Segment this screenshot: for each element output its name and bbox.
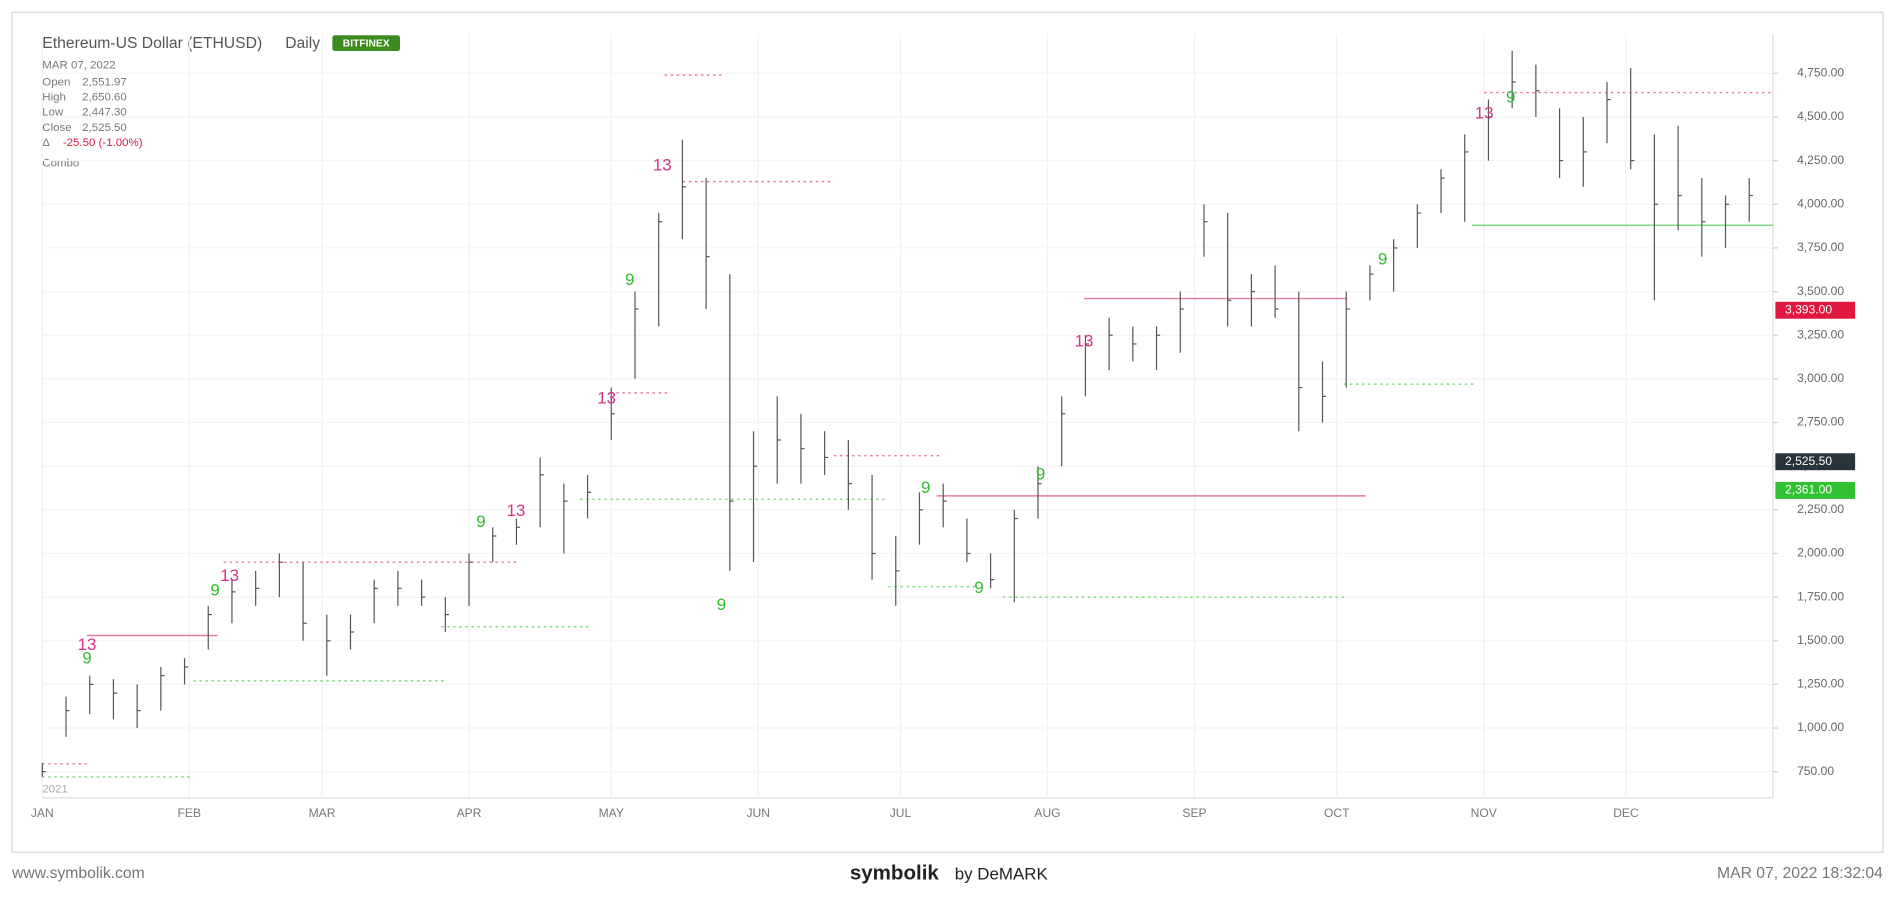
y-tick-label: 2,750.00 [1797,415,1844,429]
count-label: 13 [653,155,672,174]
count-label: 9 [1506,88,1515,107]
x-tick-label: JUL [890,806,912,820]
footer-brand: symbolik [850,861,940,884]
y-tick-label: 3,250.00 [1797,327,1844,341]
count-label: 13 [220,566,239,585]
title: Ethereum-US Dollar (ETHUSD) [42,35,262,52]
price-tag [1775,301,1856,319]
y-tick-label: 4,000.00 [1797,196,1844,210]
y-tick-label: 3,750.00 [1797,240,1844,254]
x-tick-label: FEB [178,806,202,820]
frame [11,11,1884,853]
date: MAR 07, 2022 [42,60,115,72]
study: Combo [42,157,79,169]
footer-timestamp: MAR 07, 2022 18:32:04 [1717,865,1883,882]
count-label: 9 [476,512,485,531]
info-value: 2,551.97 [82,76,127,88]
x-tick-label: NOV [1471,806,1497,820]
y-tick-label: 4,250.00 [1797,153,1844,167]
y-tick-label: 3,000.00 [1797,371,1844,385]
info-label: Close [42,122,71,134]
count-label: 13 [507,501,526,520]
count-label: 9 [210,581,219,600]
count-label: 9 [625,270,634,289]
count-label: 13 [78,635,97,654]
y-tick-label: 1,250.00 [1797,677,1844,691]
price-tag [1775,453,1856,471]
y-tick-label: 2,000.00 [1797,546,1844,560]
info-label: High [42,92,66,104]
y-tick-label: 2,250.00 [1797,502,1844,516]
x-tick-label: DEC [1613,806,1639,820]
info-label: Low [42,107,64,119]
x-tick-label: MAR [309,806,336,820]
count-label: 9 [974,578,983,597]
y-tick-label: 1,500.00 [1797,633,1844,647]
count-label: 13 [1075,332,1094,351]
x-tick-label: JAN [31,806,54,820]
y-tick-label: 750.00 [1797,764,1834,778]
count-label: 13 [1475,103,1494,122]
delta: -25.50 (-1.00%) [63,137,143,149]
y-tick-label: 1,750.00 [1797,589,1844,603]
info-value: 2,525.50 [82,122,127,134]
count-label: 9 [82,648,91,667]
footer-by: by DeMARK [955,865,1049,884]
y-tick-label: 1,000.00 [1797,720,1844,734]
info-label: Open [42,76,70,88]
count-label: 9 [1036,465,1045,484]
y-tick-label: 3,500.00 [1797,284,1844,298]
x-tick-label: SEP [1182,806,1206,820]
year-label: 2021 [42,783,68,795]
price-tag-label: 2,361.00 [1785,483,1832,497]
x-tick-label: AUG [1034,806,1060,820]
info-value: 2,447.30 [82,107,127,119]
x-tick-label: MAY [599,806,624,820]
price-tag [1775,481,1856,499]
y-tick-label: 4,750.00 [1797,66,1844,80]
footer-site: www.symbolik.com [11,865,145,882]
count-label: 9 [1378,250,1387,269]
x-tick-label: OCT [1324,806,1350,820]
delta-label: Δ [42,137,50,149]
exchange-badge [332,35,401,51]
exchange: BITFINEX [343,38,390,49]
x-tick-label: JUN [747,806,770,820]
count-label: 9 [921,478,930,497]
x-tick-label: APR [457,806,482,820]
price-tag-label: 2,525.50 [1785,454,1832,468]
price-tag-label: 3,393.00 [1785,302,1832,316]
interval: Daily [285,35,320,52]
count-label: 9 [717,595,726,614]
count-label: 13 [597,389,616,408]
info-value: 2,650.60 [82,92,127,104]
y-tick-label: 4,500.00 [1797,109,1844,123]
